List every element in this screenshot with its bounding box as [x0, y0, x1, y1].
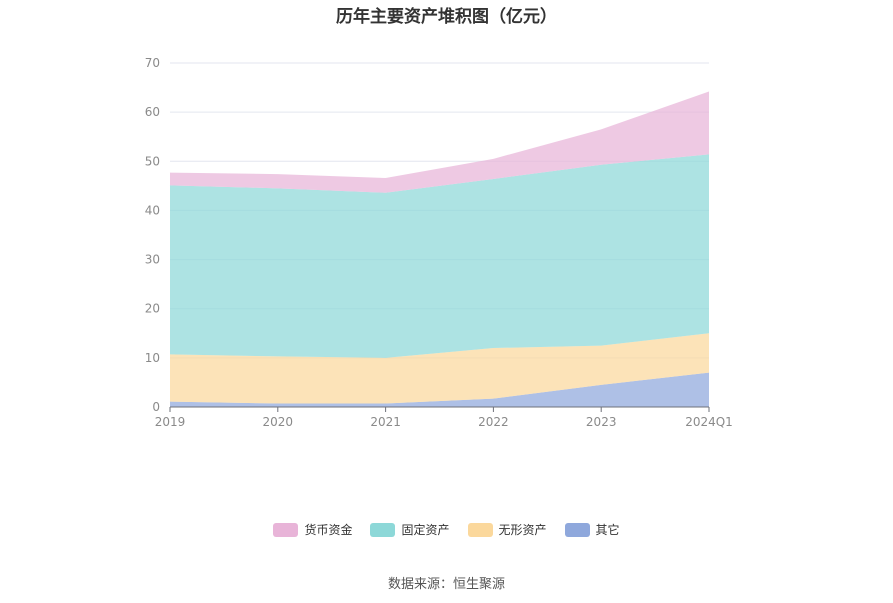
area-series — [170, 154, 709, 358]
x-tick-label: 2021 — [370, 415, 401, 429]
legend-label: 其它 — [595, 523, 620, 537]
legend-item[interactable]: 无形资产 — [467, 521, 547, 538]
legend-swatch — [564, 522, 590, 537]
chart-title: 历年主要资产堆积图（亿元） — [336, 7, 557, 27]
x-tick-label: 2022 — [478, 415, 509, 429]
y-tick-label: 0 — [152, 400, 160, 414]
y-tick-label: 10 — [145, 351, 160, 365]
x-tick-label: 2023 — [586, 415, 617, 429]
area-series — [170, 91, 709, 193]
y-tick-label: 70 — [145, 56, 160, 70]
legend-label: 无形资产 — [498, 523, 547, 537]
x-tick-label: 2024Q1 — [685, 415, 733, 429]
legend-label: 固定资产 — [401, 523, 450, 537]
y-tick-label: 60 — [145, 105, 160, 119]
source-note: 数据来源：恒生聚源 — [387, 577, 505, 592]
legend-item[interactable]: 其它 — [564, 521, 620, 538]
legend: 货币资金 固定资产 无形资产 其它 — [0, 521, 893, 538]
x-tick-label: 2019 — [155, 415, 186, 429]
legend-label: 货币资金 — [304, 523, 353, 537]
y-tick-label: 30 — [145, 253, 160, 267]
y-tick-label: 50 — [145, 154, 160, 168]
legend-swatch — [273, 522, 299, 537]
area-series — [170, 333, 709, 404]
x-tick-label: 2020 — [263, 415, 294, 429]
legend-item[interactable]: 货币资金 — [273, 521, 352, 538]
legend-swatch — [370, 522, 396, 537]
y-tick-label: 40 — [145, 203, 160, 217]
legend-swatch — [467, 522, 493, 537]
area-series — [170, 372, 709, 407]
y-tick-label: 20 — [145, 302, 160, 316]
legend-item[interactable]: 固定资产 — [370, 521, 450, 538]
